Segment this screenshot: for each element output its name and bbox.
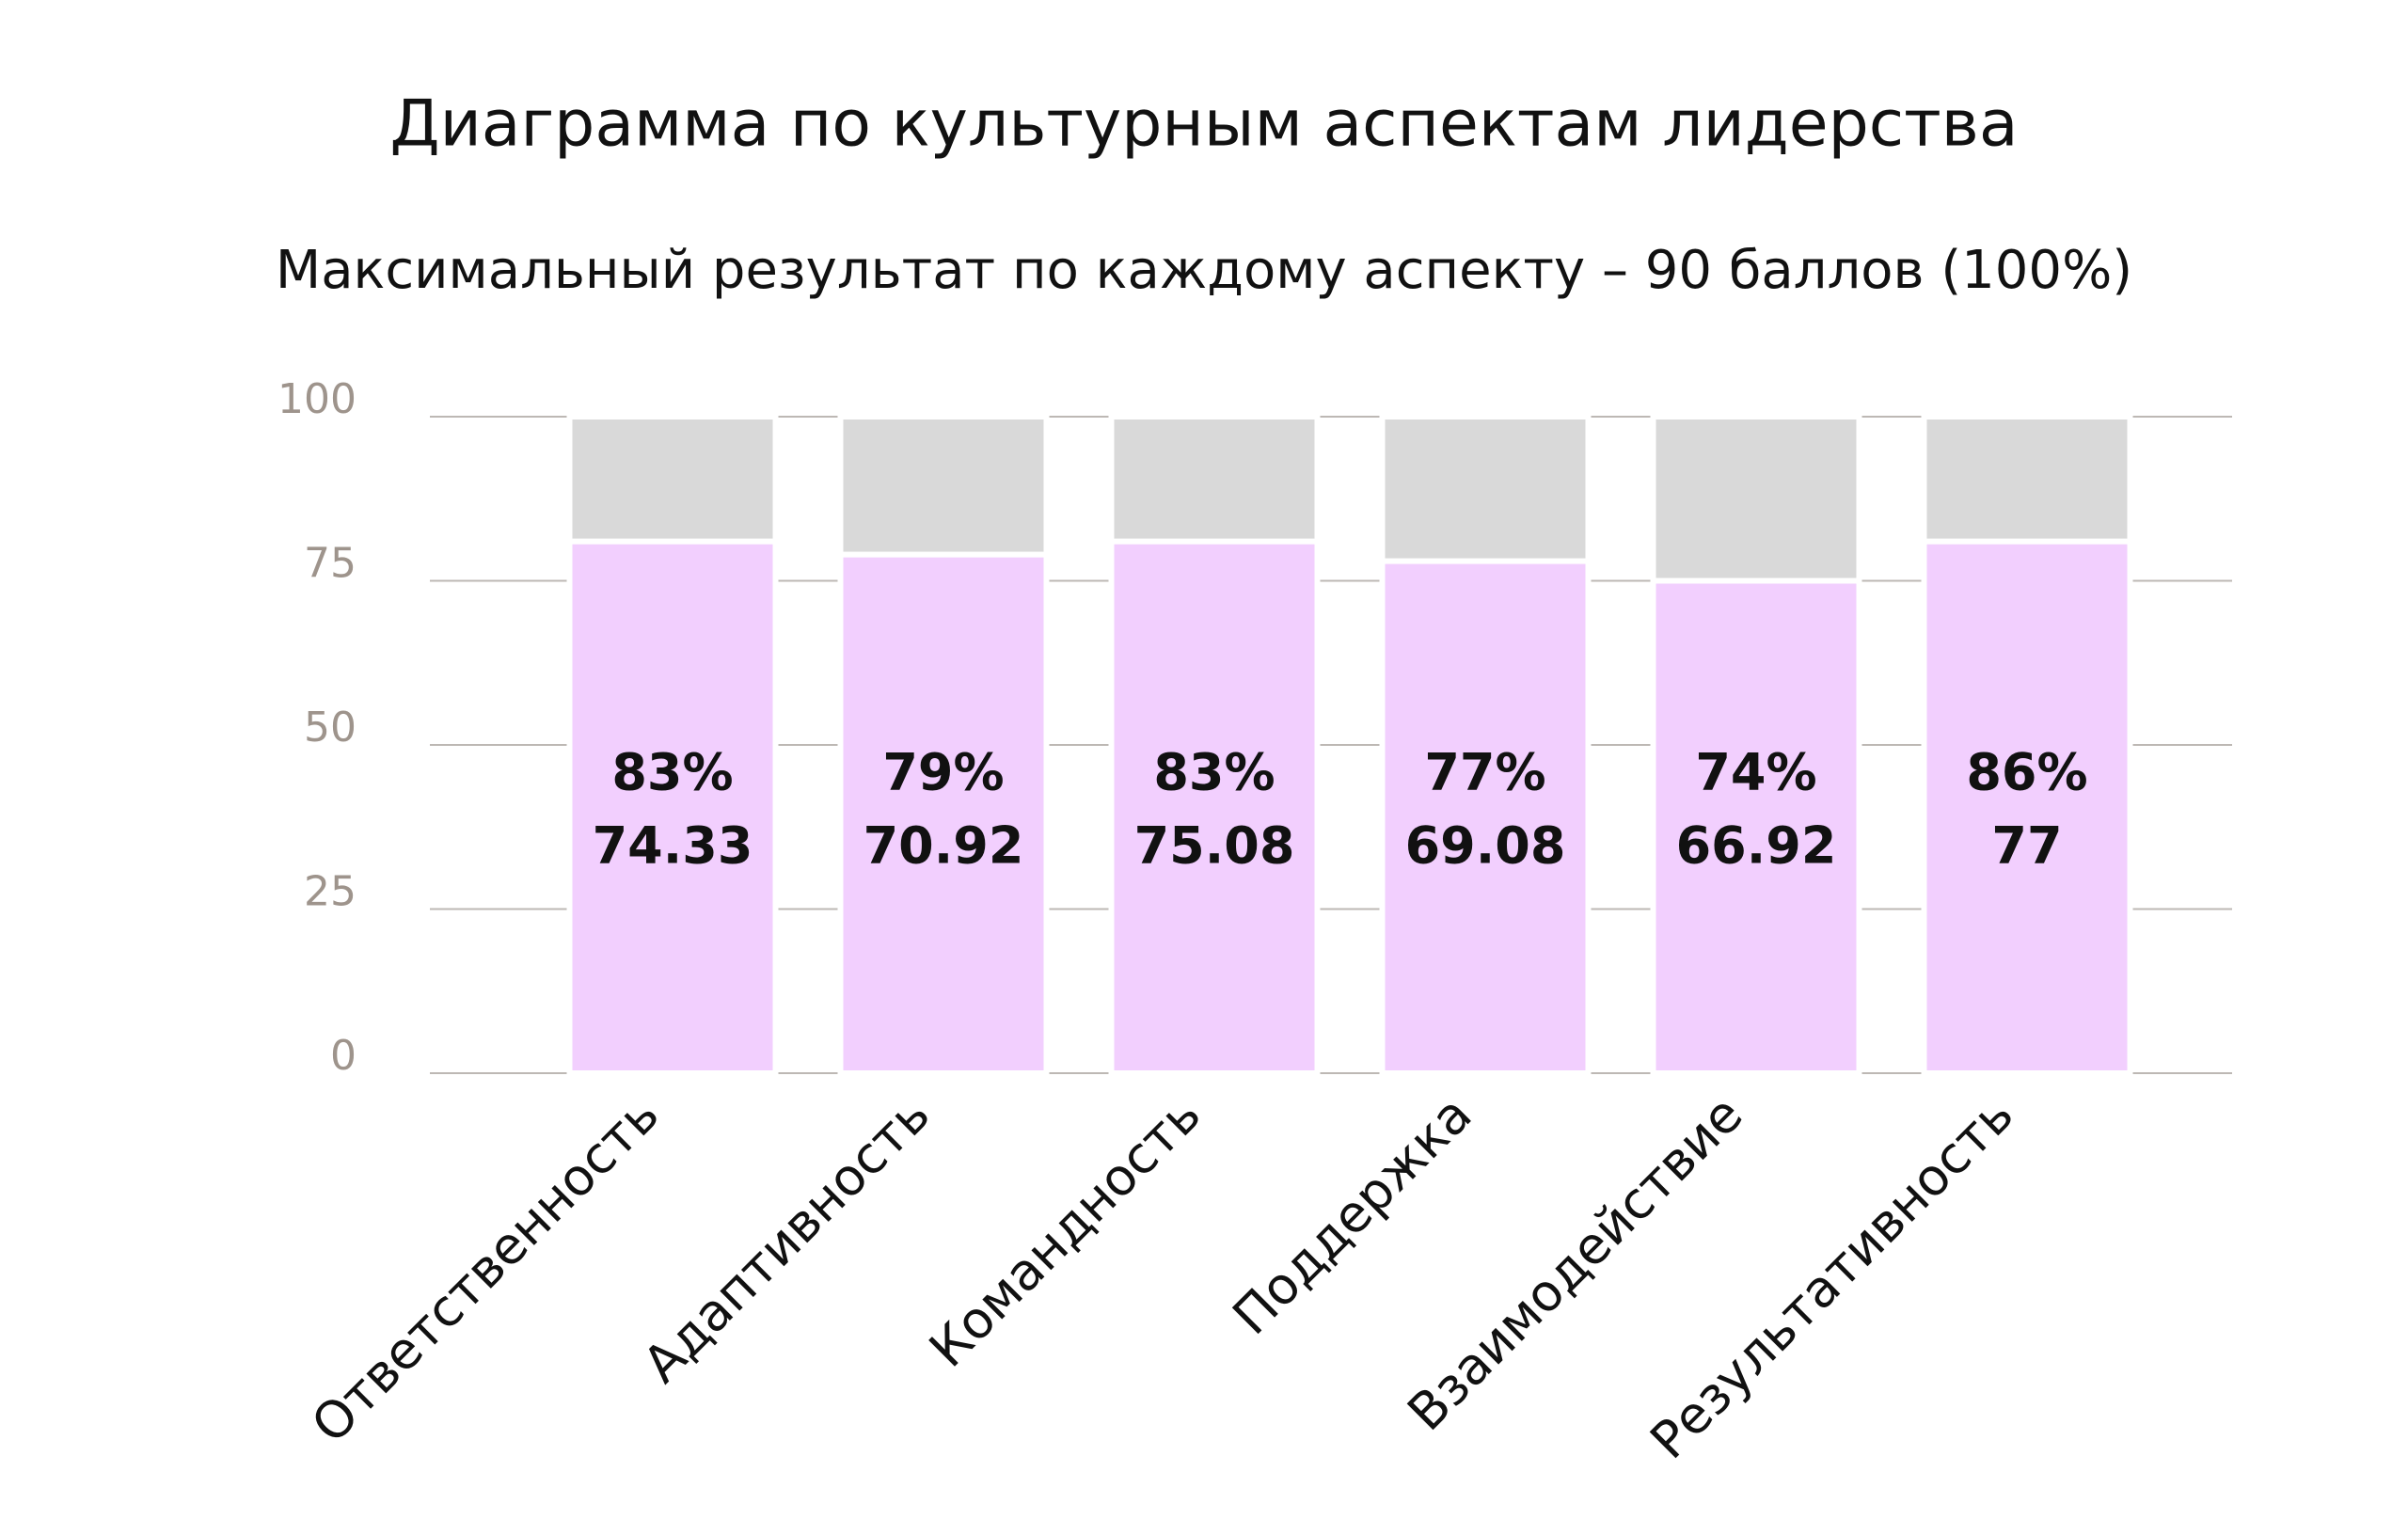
bar-segment	[1650, 578, 1862, 1076]
bar-percent-label: 83%	[611, 743, 733, 802]
chart-title: Диаграмма по культурным аспектам лидерст…	[389, 87, 2018, 162]
y-tick-label: 50	[304, 704, 356, 752]
bar-segment	[566, 414, 779, 545]
bar-segment	[1379, 414, 1592, 564]
bar-segment	[1379, 558, 1592, 1076]
x-tick-label: Ответственность	[300, 1084, 670, 1454]
bar-segment	[837, 414, 1050, 558]
bar-score-label: 74.33	[593, 816, 753, 876]
x-tick-label: Командность	[918, 1084, 1212, 1379]
y-tick-label: 100	[277, 375, 356, 423]
bar-score-label: 75.08	[1134, 816, 1295, 876]
x-tick-label: Адаптивность	[631, 1084, 941, 1394]
bar-segment	[1108, 538, 1321, 1076]
bar-segment	[1921, 414, 2133, 545]
bar-score-label: 77	[1991, 816, 2062, 876]
bar-percent-label: 83%	[1153, 743, 1275, 802]
bar-score-label: 69.08	[1405, 816, 1566, 876]
chart-subtitle: Максимальный результат по каждому аспект…	[276, 240, 2132, 301]
bar-percent-label: 74%	[1695, 743, 1816, 802]
bar-percent-label: 79%	[882, 743, 1004, 802]
bar-score-label: 66.92	[1676, 816, 1837, 876]
bar-segment	[1108, 414, 1321, 545]
y-tick-label: 0	[330, 1032, 356, 1080]
bar-percent-label: 77%	[1424, 743, 1545, 802]
bar-percent-label: 86%	[1966, 743, 2087, 802]
bar-segment	[837, 551, 1050, 1076]
x-tick-label: Поддержка	[1222, 1084, 1483, 1346]
y-tick-label: 75	[304, 540, 356, 588]
bar-segment	[1650, 414, 1862, 584]
bar-segment	[1921, 538, 2133, 1076]
y-tick-label: 25	[304, 868, 356, 916]
bar-segment	[566, 538, 779, 1076]
bar-score-label: 70.92	[863, 816, 1024, 876]
